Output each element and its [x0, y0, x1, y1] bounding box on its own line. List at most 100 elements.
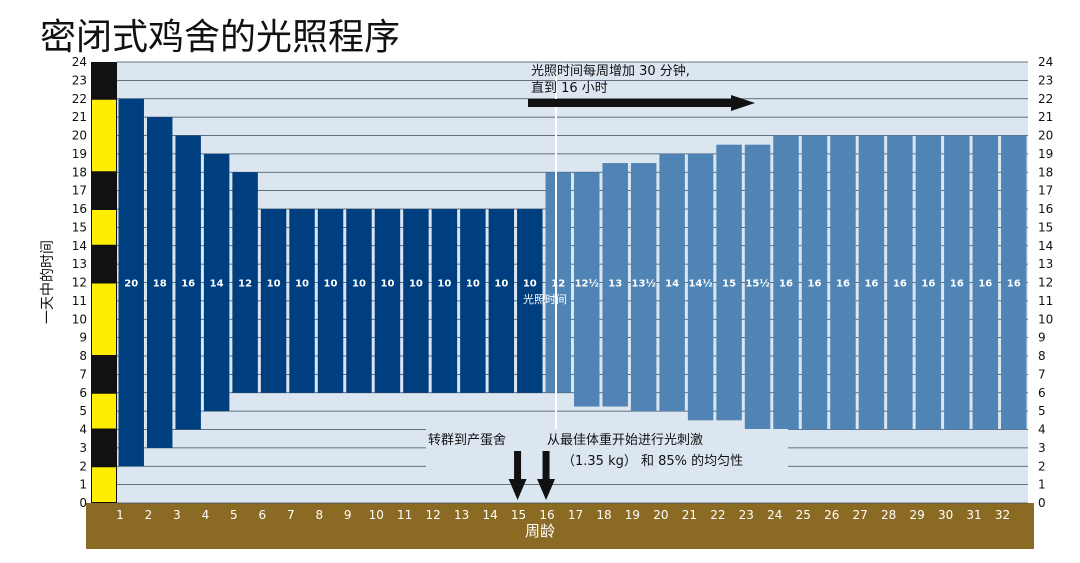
y-tick-right-15: 15 — [1038, 220, 1053, 234]
page-title: 密闭式鸡舍的光照程序 — [40, 17, 401, 58]
x-tick-12: 12 — [426, 508, 441, 522]
bar-label-week-13: 10 — [466, 279, 480, 290]
bar-label-week-29: 16 — [921, 279, 935, 290]
y-tick-right-0: 0 — [1038, 496, 1046, 510]
day-night-strip — [92, 63, 116, 502]
bar-label-week-27: 16 — [864, 279, 878, 290]
y-tick-right-1: 1 — [1038, 478, 1046, 492]
bar-week-18 — [602, 163, 628, 407]
x-tick-3: 3 — [173, 508, 181, 522]
x-tick-28: 28 — [881, 508, 896, 522]
stimulation-arrow-shaft — [542, 451, 550, 481]
bar-labels: 20 18 16 14 12 10 10 10 10 10 10 10 10 10 10 12 12½ 13 13½… — [124, 279, 1020, 290]
bar-label-week-4: 14 — [210, 279, 224, 290]
x-tick-15: 15 — [511, 508, 526, 522]
bar-week-9 — [346, 209, 372, 393]
strip-segment-9 — [92, 63, 116, 98]
x-tick-18: 18 — [596, 508, 611, 522]
bar-week-3 — [175, 135, 201, 430]
x-tick-30: 30 — [938, 508, 953, 522]
bar-label-week-24: 16 — [779, 279, 793, 290]
bar-label-week-6: 10 — [267, 279, 281, 290]
y-tick-right-19: 19 — [1038, 147, 1053, 161]
bar-week-6 — [260, 209, 287, 393]
bar-week-25 — [801, 135, 828, 430]
y-tick-left-21: 21 — [72, 110, 87, 124]
bar-label-week-8: 10 — [324, 279, 338, 290]
y-tick-right-5: 5 — [1038, 404, 1046, 418]
strip-segment-3 — [92, 357, 116, 392]
bar-week-4 — [203, 153, 230, 412]
y-tick-left-12: 12 — [72, 276, 87, 290]
strip-segment-7 — [92, 173, 116, 208]
bar-label-week-12: 10 — [437, 279, 451, 290]
bar-label-week-10: 10 — [380, 279, 394, 290]
bar-label-week-9: 10 — [352, 279, 366, 290]
y-tick-left-1: 1 — [79, 478, 87, 492]
x-tick-26: 26 — [824, 508, 839, 522]
strip-segment-5 — [92, 246, 116, 282]
y-tick-right-17: 17 — [1038, 184, 1053, 198]
x-tick-21: 21 — [682, 508, 697, 522]
y-tick-right-14: 14 — [1038, 239, 1053, 253]
x-tick-6: 6 — [259, 508, 267, 522]
increase-note-line1: 光照时间每周增加 30 分钟, — [531, 63, 690, 79]
x-axis-label: 周龄 — [525, 522, 555, 540]
y-tick-right-21: 21 — [1038, 110, 1053, 124]
transfer-note: 转群到产蛋舍 — [428, 433, 506, 448]
x-axis-band — [86, 503, 1034, 549]
y-tick-left-22: 22 — [72, 92, 87, 106]
bar-label-week-16: 12 — [551, 279, 565, 290]
y-tick-left-6: 6 — [79, 386, 87, 400]
strip-segment-8 — [92, 99, 116, 172]
increase-arrow-head — [731, 95, 755, 111]
stimulation-note-line1: 从最佳体重开始进行光刺激 — [547, 432, 703, 448]
y-tick-left-5: 5 — [79, 404, 87, 418]
bar-label-week-2: 18 — [153, 279, 167, 290]
bar-week-15 — [517, 209, 543, 393]
x-tick-13: 13 — [454, 508, 469, 522]
y-tick-left-20: 20 — [72, 129, 87, 143]
bar-label-week-3: 16 — [181, 279, 195, 290]
bar-label-week-1: 20 — [124, 279, 138, 290]
y-tick-left-10: 10 — [72, 312, 87, 326]
x-tick-1: 1 — [116, 508, 124, 522]
y-tick-right-16: 16 — [1038, 202, 1053, 216]
y-tick-left-3: 3 — [79, 441, 87, 455]
y-tick-right-18: 18 — [1038, 165, 1053, 179]
y-tick-left-11: 11 — [72, 294, 87, 308]
bar-label-week-14: 10 — [494, 279, 508, 290]
y-tick-right-24: 24 — [1038, 55, 1053, 69]
bar-week-2 — [146, 117, 173, 448]
x-tick-32: 32 — [995, 508, 1010, 522]
y-tick-right-9: 9 — [1038, 331, 1046, 345]
y-tick-right-7: 7 — [1038, 367, 1046, 381]
bar-week-5 — [232, 172, 258, 393]
bar-week-16 — [545, 172, 571, 393]
stimulation-note-line2: （1.35 kg） 和 85% 的均匀性 — [562, 453, 743, 469]
bar-week-26 — [830, 135, 856, 430]
x-tick-29: 29 — [909, 508, 924, 522]
bar-label-week-15: 10 — [523, 279, 537, 290]
bar-week-31 — [972, 135, 999, 430]
bar-week-28 — [887, 135, 913, 430]
x-tick-20: 20 — [653, 508, 668, 522]
x-tick-14: 14 — [482, 508, 497, 522]
bar-week-7 — [289, 209, 315, 393]
strip-segment-2 — [92, 393, 116, 429]
bar-label-week-5: 12 — [238, 279, 252, 290]
bar-week-13 — [460, 209, 486, 393]
y-tick-right-6: 6 — [1038, 386, 1046, 400]
x-tick-16: 16 — [539, 508, 554, 522]
bar-week-21 — [687, 153, 714, 421]
bar-week-20 — [659, 153, 685, 412]
y-tick-right-11: 11 — [1038, 294, 1053, 308]
y-tick-left-15: 15 — [72, 220, 87, 234]
bar-label-week-22: 15 — [722, 279, 736, 290]
bar-week-19 — [630, 163, 657, 412]
y-tick-left-4: 4 — [79, 423, 87, 437]
x-tick-23: 23 — [739, 508, 754, 522]
y-tick-right-12: 12 — [1038, 276, 1053, 290]
x-tick-17: 17 — [568, 508, 583, 522]
bar-week-1 — [118, 98, 144, 467]
